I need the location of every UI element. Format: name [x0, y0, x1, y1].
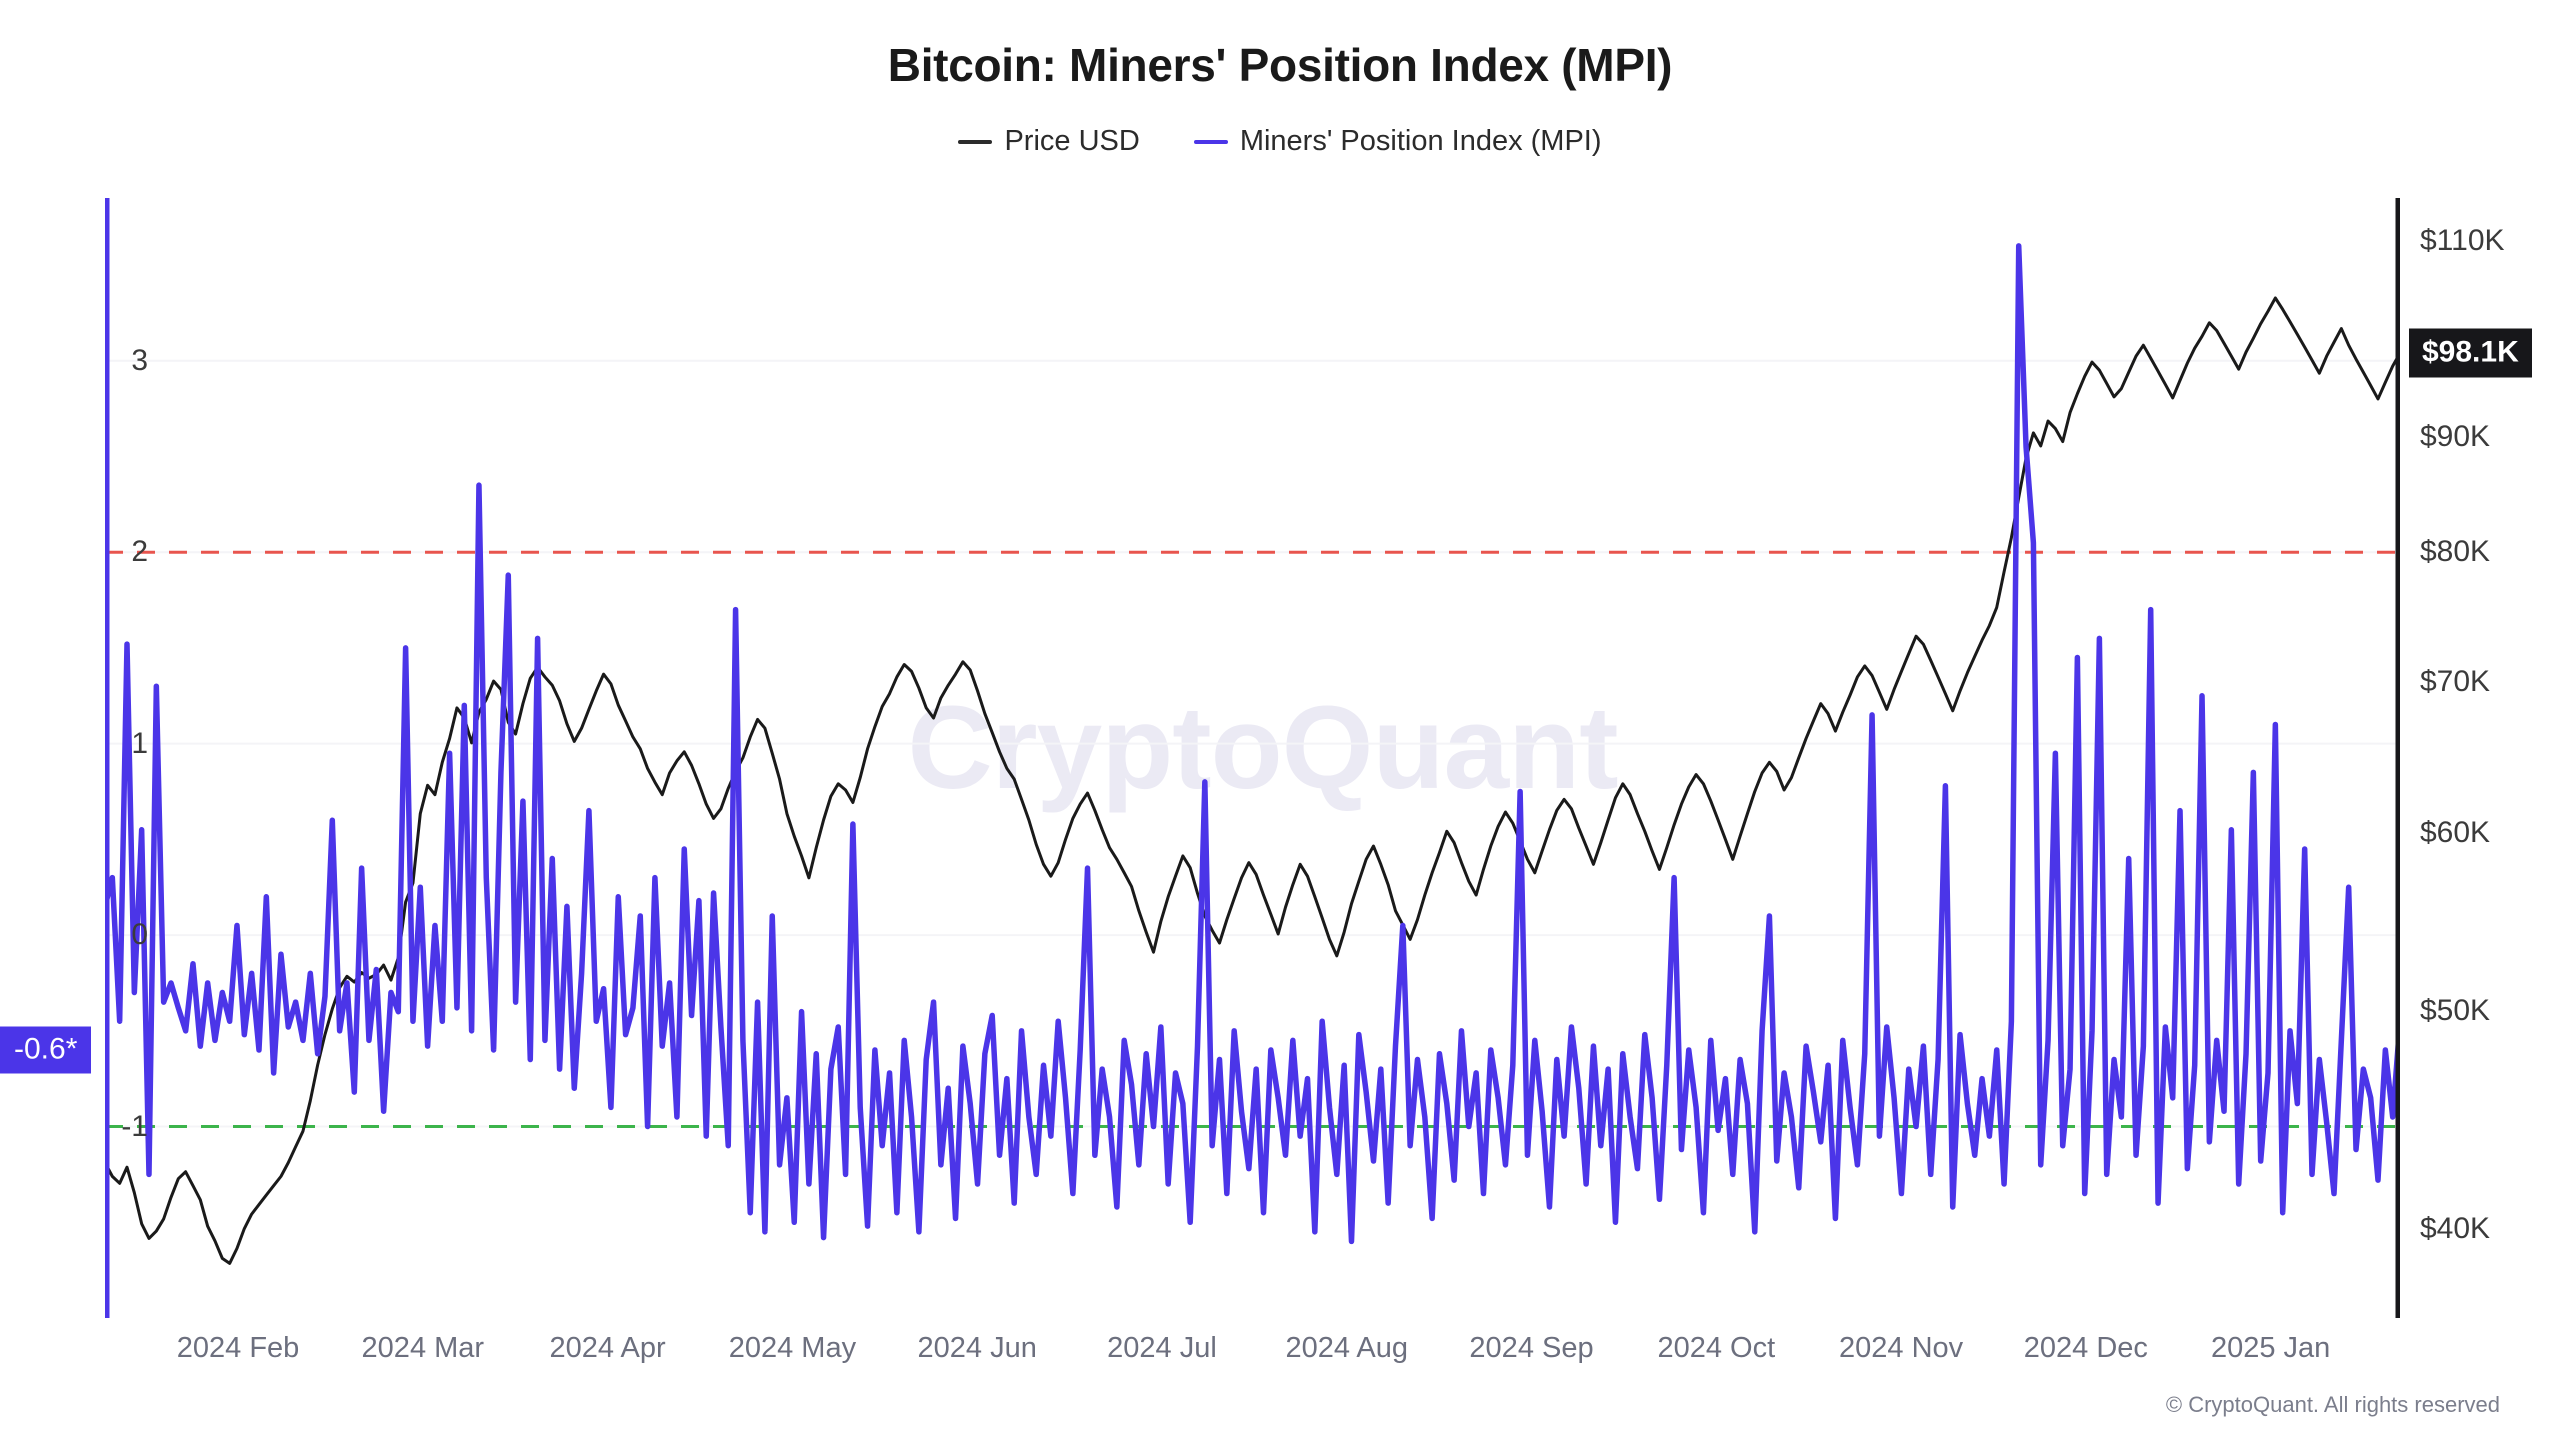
chart-canvas	[105, 198, 2400, 1318]
y-axis-right-tick-label: $60K	[2420, 815, 2491, 849]
y-axis-left-tick-label: 1	[131, 726, 148, 760]
y-axis-left-tick-label: 0	[131, 918, 148, 952]
y-axis-left-tick-label: 2	[131, 535, 148, 569]
x-axis-tick-label: 2024 Jun	[917, 1332, 1037, 1364]
x-axis-tick-label: 2024 Dec	[2023, 1332, 2148, 1364]
x-axis-tick-label: 2024 Mar	[361, 1332, 485, 1364]
legend-swatch-price-icon	[958, 139, 993, 144]
y-axis-right-tick-label: $40K	[2420, 1211, 2491, 1245]
y-axis-right-tick-label: $50K	[2420, 993, 2491, 1027]
axis-spines	[105, 198, 2400, 1318]
chart-plot-area[interactable]: CryptoQuant	[105, 198, 2400, 1318]
y-axis-right-tick-label: $90K	[2420, 420, 2491, 454]
copyright-credit: © CryptoQuant. All rights reserved	[2165, 1392, 2500, 1417]
legend-label-mpi: Miners' Position Index (MPI)	[1239, 125, 1602, 157]
x-axis-tick-label: 2024 Feb	[176, 1332, 300, 1364]
mpi-value-badge: -0.6*	[0, 1026, 92, 1074]
x-axis-tick-label: 2024 May	[728, 1332, 857, 1364]
price-value-badge: $98.1K	[2409, 328, 2532, 378]
x-axis-tick-label: 2024 Jul	[1107, 1332, 1217, 1364]
legend-label-price: Price USD	[1004, 125, 1140, 157]
page-title: Bitcoin: Miners' Position Index (MPI)	[887, 39, 1673, 91]
y-axis-left-tick-label: 3	[131, 343, 148, 377]
legend-item-price[interactable]: Price USD	[958, 125, 1140, 158]
x-axis-tick-label: 2024 Sep	[1469, 1332, 1594, 1364]
y-axis-right-tick-label: $70K	[2420, 665, 2491, 699]
x-axis-tick-label: 2024 Nov	[1839, 1332, 1964, 1364]
x-axis-tick-label: 2025 Jan	[2210, 1332, 2331, 1364]
legend-swatch-mpi-icon	[1193, 139, 1228, 144]
y-axis-right-tick-label: $80K	[2420, 535, 2491, 569]
legend-item-mpi[interactable]: Miners' Position Index (MPI)	[1193, 125, 1602, 158]
x-axis-tick-label: 2024 Apr	[549, 1332, 666, 1364]
data-series	[105, 243, 2400, 1265]
y-axis-right-tick-label: $110K	[2420, 224, 2505, 258]
chart-legend: Price USD Miners' Position Index (MPI)	[0, 125, 2560, 158]
x-axis-tick-label: 2024 Aug	[1285, 1332, 1409, 1364]
x-axis-tick-label: 2024 Oct	[1657, 1332, 1776, 1364]
y-axis-left-tick-label: -1	[121, 1109, 148, 1143]
